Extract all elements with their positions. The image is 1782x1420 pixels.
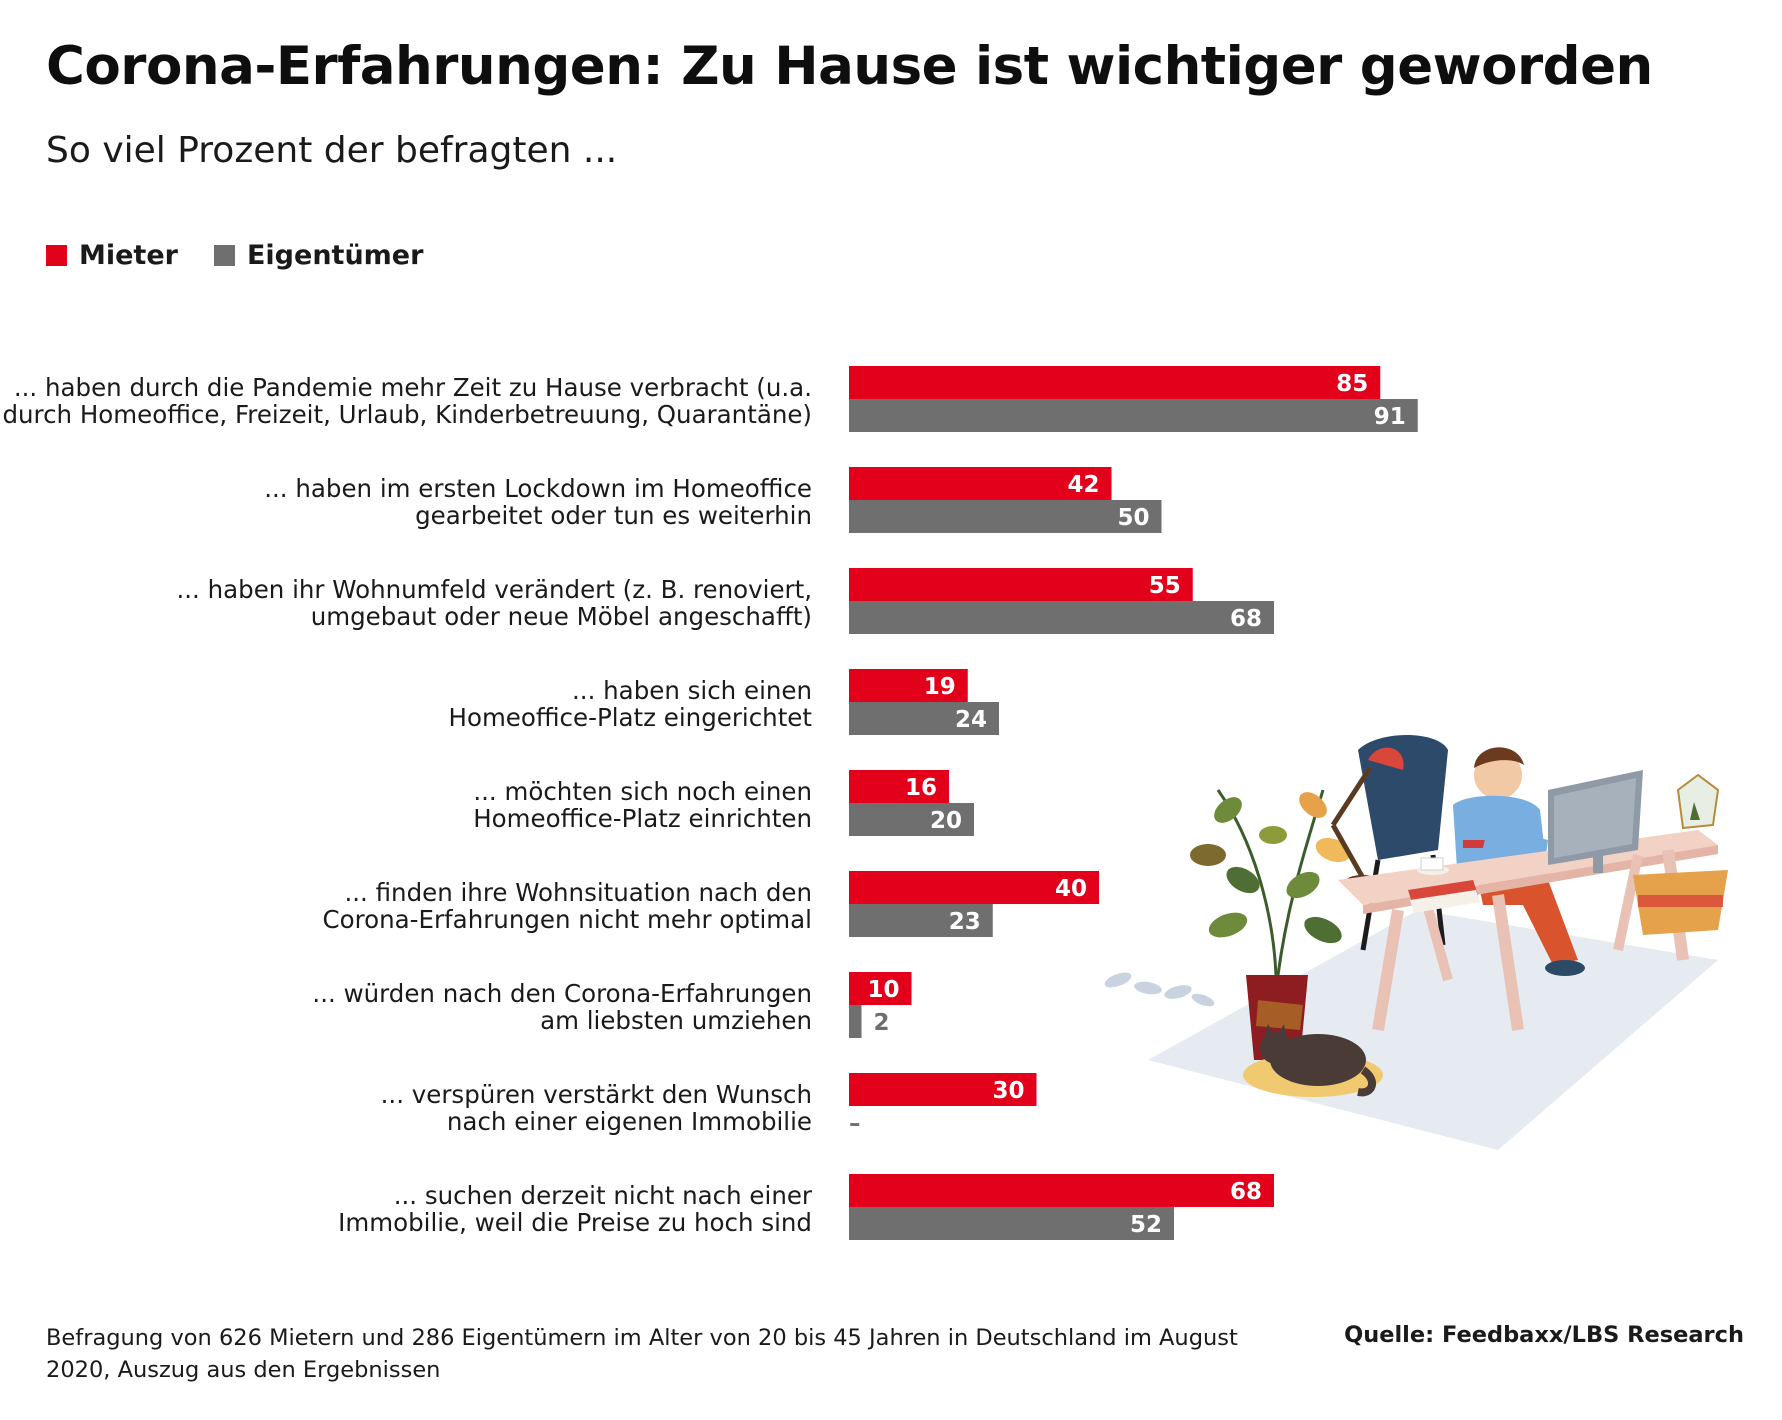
home-office-illustration	[1104, 735, 1728, 1150]
bar-eigentuemer	[849, 702, 999, 735]
floor-shadow	[1148, 910, 1718, 1150]
value-label: 68	[1230, 606, 1262, 632]
category-label: ... verspüren verstärkt den Wunsch nach e…	[381, 1080, 812, 1136]
bar-mieter	[849, 1174, 1274, 1207]
bar-mieter	[849, 669, 968, 702]
bar-mieter	[849, 1073, 1037, 1106]
bar-mieter	[849, 467, 1112, 500]
category-label: ... möchten sich noch einen Homeoffice-Pl…	[473, 777, 812, 833]
value-label: 68	[1230, 1179, 1262, 1205]
chart-title: Corona-Erfahrungen: Zu Hause ist wichtig…	[46, 36, 1653, 97]
terrarium-icon	[1676, 773, 1720, 830]
bar-mieter	[849, 972, 912, 1005]
plant-icon	[1190, 789, 1351, 976]
value-label: 2	[874, 1010, 890, 1036]
value-label: 85	[1336, 371, 1368, 397]
category-label: ... haben durch die Pandemie mehr Zeit z…	[2, 373, 812, 429]
legend-label-mieter: Mieter	[79, 240, 178, 271]
bar-mieter	[849, 568, 1193, 601]
bar-eigentuemer	[849, 1005, 862, 1038]
chair-icon	[1358, 735, 1448, 860]
bar-eigentuemer	[849, 1207, 1174, 1240]
category-label: ... haben im ersten Lockdown im Homeoffi…	[264, 474, 812, 530]
value-label: 50	[1117, 505, 1149, 531]
floor-leaves-icon	[1104, 972, 1215, 1007]
bar-eigentuemer	[849, 803, 974, 836]
legend-swatch-mieter	[46, 245, 67, 266]
cat-icon	[1243, 1024, 1383, 1097]
source-note: Quelle: Feedbaxx/LBS Research	[1344, 1322, 1744, 1348]
value-label: 30	[992, 1078, 1024, 1104]
bar-eigentuemer	[849, 601, 1274, 634]
value-label: 42	[1067, 472, 1099, 498]
basket-icon	[1633, 870, 1728, 935]
category-label: ... suchen derzeit nicht nach einer Immob…	[338, 1181, 813, 1237]
legend-swatch-eigentuemer	[213, 245, 235, 266]
value-label: 23	[949, 909, 981, 935]
category-label: ... haben sich einen Homeoffice-Platz ein…	[449, 676, 813, 732]
value-label: 40	[1055, 876, 1087, 902]
value-label: 91	[1374, 404, 1406, 430]
category-label: ... haben ihr Wohnumfeld verändert (z. B…	[176, 575, 812, 631]
bar-chart: ... haben durch die Pandemie mehr Zeit z…	[2, 366, 1418, 1240]
bar-mieter	[849, 871, 1099, 904]
missing-value-marker: –	[849, 1111, 861, 1137]
bar-mieter	[849, 770, 949, 803]
bar-mieter	[849, 366, 1381, 399]
value-label: 19	[924, 674, 956, 700]
bar-eigentuemer	[849, 500, 1162, 533]
value-label: 10	[867, 977, 899, 1003]
value-label: 24	[955, 707, 987, 733]
value-label: 55	[1149, 573, 1181, 599]
coffee-cup-icon	[1417, 857, 1449, 875]
legend-item-eigentuemer: Eigentümer	[213, 240, 424, 271]
category-label: ... würden nach den Corona-Erfahrungen am…	[312, 979, 812, 1035]
legend-item-mieter: Mieter	[46, 240, 178, 271]
bar-eigentuemer	[849, 399, 1418, 432]
category-label: ... finden ihre Wohnsituation nach den Co…	[323, 878, 813, 934]
legend-label-eigentuemer: Eigentümer	[246, 240, 424, 271]
footnote: Befragung von 626 Mietern und 286 Eigent…	[46, 1325, 1238, 1383]
bar-eigentuemer	[849, 904, 993, 937]
value-label: 20	[930, 808, 962, 834]
legend: Mieter Eigentümer	[46, 240, 459, 271]
value-label: 52	[1130, 1212, 1162, 1238]
books-icon	[1408, 880, 1480, 913]
value-label: 16	[905, 775, 937, 801]
monitor-icon	[1548, 770, 1643, 873]
chart-subtitle: So viel Prozent der befragten ...	[46, 130, 618, 171]
